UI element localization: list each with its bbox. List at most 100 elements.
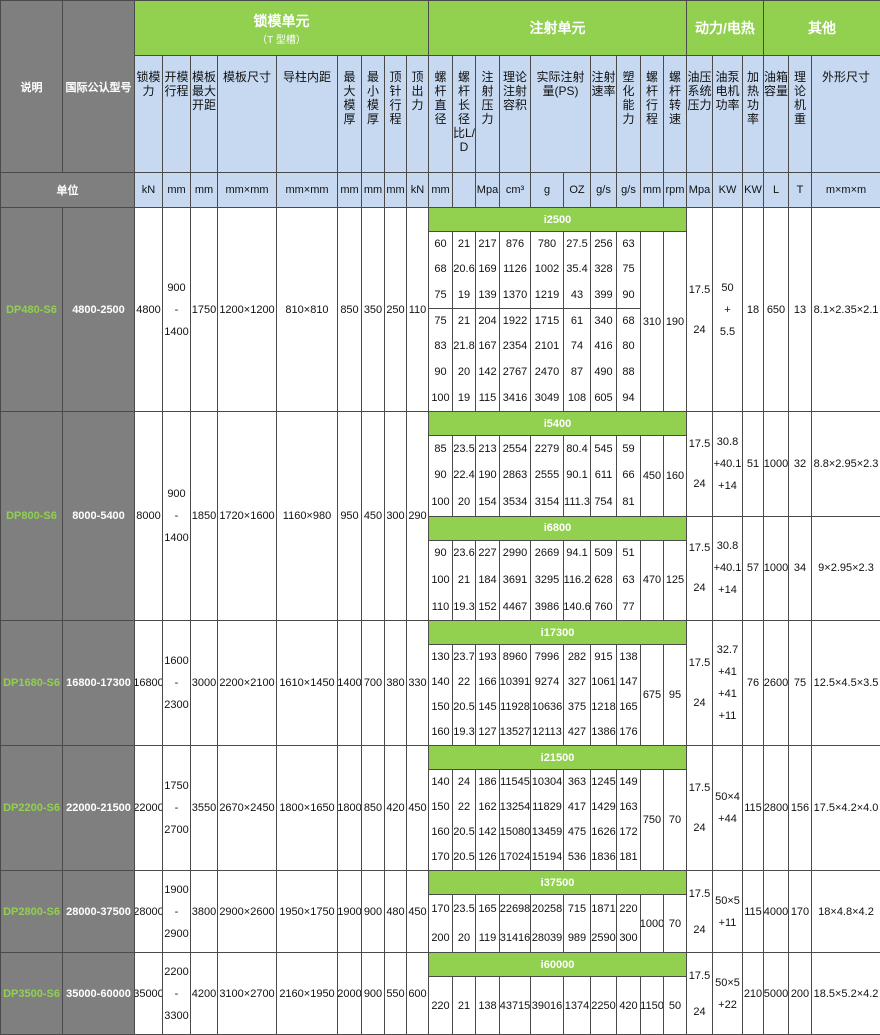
value-line: 83 — [434, 340, 447, 353]
unit-cell: cm³ — [499, 172, 531, 208]
value-line: 170 — [431, 851, 450, 864]
data-cell: 22000 — [134, 745, 163, 871]
value: 2800 — [763, 802, 789, 814]
data-cell: 1000 — [640, 894, 664, 953]
value-line: 989 — [567, 931, 587, 944]
value-line: 94 — [622, 391, 635, 404]
value-line: 628 — [594, 573, 613, 586]
value-line: 88 — [622, 366, 635, 379]
screw-label-cell: i5400 — [428, 411, 687, 436]
value: 810×810 — [285, 303, 329, 316]
value-line: +11 — [718, 710, 737, 722]
value-line: 17.5 — [688, 657, 711, 669]
column-title: 开模行程 — [164, 70, 189, 98]
value-line: 165 — [478, 902, 497, 915]
value-line: 193 — [478, 650, 497, 663]
data-cell: 160 — [663, 435, 687, 517]
value-line: 915 — [594, 650, 613, 663]
data-cell: 227 184 152 — [475, 539, 500, 621]
value-line: 108 — [567, 391, 587, 404]
value-line: 300 — [619, 931, 638, 944]
data-cell: 32 — [788, 411, 812, 517]
data-cell: 23.7 22 20.5 19.3 — [452, 644, 476, 746]
value-line: 27.5 — [566, 237, 588, 250]
value-line: 2300 — [164, 699, 189, 711]
value-line: 127 — [478, 726, 497, 739]
value-line: 1836 — [591, 851, 616, 864]
value: 290 — [408, 510, 427, 522]
screw-label-cell: i37500 — [428, 870, 687, 895]
data-cell: 51 — [742, 411, 764, 517]
value-line: 23.7 — [453, 650, 475, 663]
value-line: 3416 — [502, 391, 528, 404]
value: 1900 — [337, 905, 362, 918]
value-line: 15194 — [531, 851, 563, 864]
data-cell: 149 163 172 181 — [616, 769, 641, 871]
data-cell: 27.5 35.4 43 — [563, 231, 591, 310]
value-line: 170 — [431, 902, 450, 915]
value-line: +40.1 — [713, 562, 742, 575]
value-line: +22 — [718, 998, 737, 1011]
data-cell: 13 — [788, 207, 812, 412]
value-line: 780 — [537, 237, 557, 250]
column-title: 最大模厚 — [343, 70, 356, 126]
value-line: 19.3 — [453, 600, 475, 613]
column-header: 螺杆直径 — [428, 55, 453, 173]
data-cell: 23.5 22.4 20 — [452, 435, 476, 517]
column-header: 锁模力 — [134, 55, 163, 173]
unit-cell: Mpa — [686, 172, 713, 208]
value-line: - — [174, 677, 179, 689]
value-line: 24 — [693, 697, 706, 709]
data-cell: 700 — [361, 620, 385, 746]
unit-text: kN — [410, 184, 425, 196]
data-cell: 115 — [742, 870, 764, 953]
column-title: 油箱容量 — [764, 70, 789, 98]
value-line: 24 — [693, 323, 706, 336]
data-cell: 1715 2101 2470 3049 — [530, 308, 564, 412]
value-line: 876 — [505, 237, 525, 250]
value-line: 2767 — [502, 366, 528, 379]
value: 700 — [363, 677, 383, 689]
value-line: 66 — [622, 469, 635, 482]
data-cell: 170 — [788, 870, 812, 953]
data-cell: 18 — [742, 207, 764, 412]
data-cell: 94.1 116.2 140.6 — [563, 539, 591, 621]
value-line: 163 — [619, 800, 638, 813]
value-line: 31416 — [499, 931, 531, 944]
value-line: 1429 — [591, 800, 616, 813]
value: 8.8×2.95×2.3 — [813, 457, 879, 470]
value-line: 2279 — [534, 442, 560, 455]
unit-cell: L — [763, 172, 789, 208]
value-line: 8960 — [502, 650, 528, 663]
value-line: 90 — [434, 547, 447, 560]
column-header: 最小模厚 — [361, 55, 385, 173]
unit-text: KW — [744, 184, 762, 196]
data-cell: 876 1126 1370 — [499, 231, 531, 310]
value-line: 24 — [693, 923, 706, 936]
data-cell: 17.5 24 — [686, 870, 713, 953]
value-line: 110 — [431, 600, 450, 613]
model-name-cell: DP2800-S6 — [0, 870, 63, 953]
value-line: 328 — [594, 263, 613, 276]
value-line: 5.5 — [719, 325, 736, 338]
value-line: 2669 — [534, 547, 560, 560]
value: 250 — [386, 303, 405, 316]
value-line: 23.5 — [453, 442, 475, 455]
value-line: 22698 — [499, 902, 531, 915]
value-line: 35.4 — [566, 263, 588, 276]
data-cell: 193 166 145 127 — [475, 644, 500, 746]
data-cell: 8960 10391 11928 13527 — [499, 644, 531, 746]
value-line: 1871 — [591, 902, 616, 915]
data-cell: 10304 11829 13459 15194 — [530, 769, 564, 871]
model-name-cell: DP3500-S6 — [0, 952, 63, 1035]
value-line: 85 — [434, 442, 447, 455]
column-header: 实际注射量(PS) — [530, 55, 591, 173]
value-line: 490 — [594, 366, 613, 379]
data-cell: 1720×1600 — [217, 411, 277, 621]
value: 1400 — [337, 677, 362, 689]
unit-cell: mm — [384, 172, 407, 208]
data-cell: 76 — [742, 620, 764, 746]
value: 300 — [386, 510, 405, 522]
value-line: 90 — [434, 469, 447, 482]
unit-cell — [452, 172, 476, 208]
